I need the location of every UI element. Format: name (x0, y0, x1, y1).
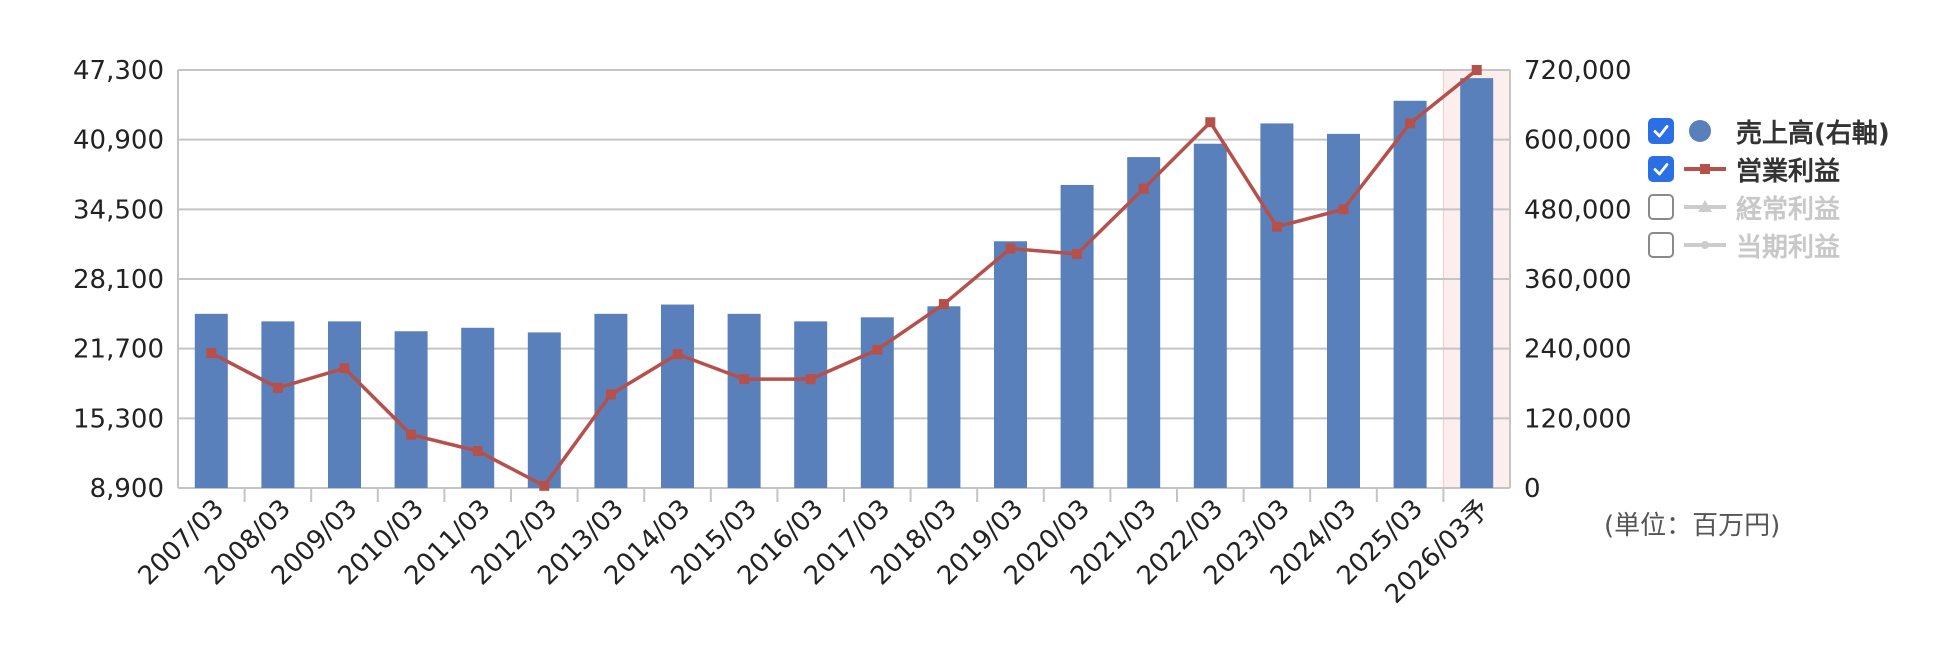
operating-profit-point (472, 445, 483, 456)
operating-profit-point (1138, 183, 1149, 194)
sales-bar (661, 304, 694, 488)
net-profit-checkbox[interactable] (1648, 232, 1674, 258)
line-dot-marker-icon (1682, 232, 1730, 258)
operating-profit-point (272, 382, 283, 393)
operating-profit-checkbox[interactable] (1648, 156, 1674, 182)
sales-bar (328, 321, 361, 488)
operating-profit-point (938, 299, 949, 310)
ordinary-profit-checkbox[interactable] (1648, 194, 1674, 220)
sales-bar (994, 241, 1027, 488)
sales-bar (1060, 184, 1094, 488)
sales-bar (1260, 123, 1294, 489)
operating-profit-point (339, 363, 350, 374)
y-left-tick-label: 40,900 (73, 126, 164, 156)
y-left-tick-label: 34,500 (73, 195, 164, 225)
operating-profit-point (539, 480, 550, 491)
sales-bar (461, 327, 495, 488)
y-right-tick-label: 600,000 (1524, 126, 1632, 156)
sales-bar (1327, 133, 1360, 488)
y-right-tick-label: 720,000 (1524, 56, 1632, 86)
circle-marker-icon (1682, 118, 1730, 144)
sales-bar (1393, 100, 1427, 489)
unit-label: (単位：百万円) (1604, 511, 1781, 541)
sales-bar (1460, 78, 1494, 488)
sales-bar (527, 332, 561, 488)
line-square-marker-icon (1682, 156, 1730, 182)
sales-bar (1193, 143, 1227, 488)
sales-bar (261, 321, 295, 488)
legend-item-ordinary-profit[interactable]: 経常利益 (1648, 188, 1948, 226)
operating-profit-line (210, 68, 1478, 488)
operating-profit-point (1072, 248, 1083, 259)
operating-profit-point (672, 349, 683, 360)
operating-profit-point (605, 389, 616, 400)
y-left-tick-label: 8,900 (90, 474, 164, 504)
y-left-tick-label: 47,300 (73, 56, 164, 86)
sales-bar (194, 313, 228, 488)
legend-label-ordinary-profit: 経常利益 (1736, 194, 1841, 225)
chart-legend: 売上高(右軸) 営業利益 経常利益 当期利益 (1648, 112, 1948, 264)
line-triangle-marker-icon (1682, 194, 1730, 220)
operating-profit-point (406, 429, 417, 440)
operating-profit-point (1205, 117, 1216, 128)
sales-bar (394, 331, 428, 488)
y-right-tick-label: 360,000 (1524, 265, 1632, 295)
operating-profit-point (805, 374, 816, 385)
sales-bar (727, 313, 761, 488)
y-left-tick-label: 15,300 (73, 404, 164, 434)
operating-profit-point (1005, 243, 1016, 254)
y-right-tick-label: 0 (1524, 474, 1541, 504)
legend-label-net-profit: 当期利益 (1736, 232, 1841, 263)
sales-bar (594, 313, 628, 488)
operating-profit-point (1405, 118, 1416, 129)
y-left-tick-label: 21,700 (73, 335, 164, 365)
sales-checkbox[interactable] (1648, 118, 1674, 144)
legend-item-net-profit[interactable]: 当期利益 (1648, 226, 1948, 264)
operating-profit-point (206, 348, 217, 359)
operating-profit-point (1271, 221, 1282, 232)
sales-bar (1127, 157, 1161, 489)
operating-profit-point (1338, 204, 1349, 215)
sales-bar (794, 321, 828, 488)
legend-label-sales: 売上高(右軸) (1736, 118, 1890, 149)
legend-item-sales[interactable]: 売上高(右軸) (1648, 112, 1948, 150)
y-right-tick-label: 120,000 (1524, 404, 1632, 434)
legend-label-operating-profit: 営業利益 (1736, 156, 1841, 187)
operating-profit-point (872, 344, 883, 355)
y-right-tick-label: 480,000 (1524, 195, 1632, 225)
sales-bar (927, 306, 961, 488)
operating-profit-point (739, 374, 750, 385)
legend-item-operating-profit[interactable]: 営業利益 (1648, 150, 1948, 188)
operating-profit-point (1471, 65, 1482, 75)
y-right-tick-label: 240,000 (1524, 335, 1632, 365)
y-left-tick-label: 28,100 (73, 265, 164, 295)
